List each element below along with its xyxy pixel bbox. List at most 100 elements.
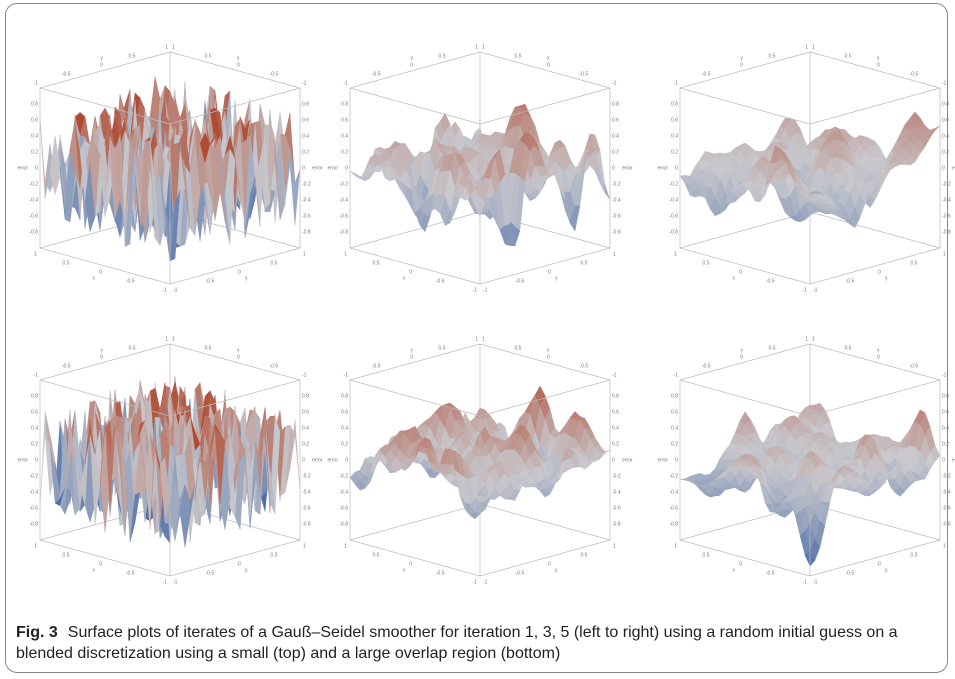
box-edge xyxy=(480,248,610,284)
z-tick-label: -0.6 xyxy=(612,505,621,511)
z-tick-label: -0.2 xyxy=(612,181,621,187)
z-tick-label: 0.8 xyxy=(341,101,348,107)
z-tick-label: 0 xyxy=(942,165,945,171)
z-tick-label: 0.2 xyxy=(942,149,949,155)
x-tick-label: 0 xyxy=(409,269,412,275)
x-tick-label: -1 xyxy=(473,579,478,585)
z-tick-label: -0.4 xyxy=(29,197,38,203)
z-tick-label: -0.4 xyxy=(669,489,678,495)
y-tick-label: 0 xyxy=(878,561,881,567)
x-axis-label: x xyxy=(547,347,550,353)
y-tick-label: 0.5 xyxy=(911,260,918,266)
x-tick-label: 0 xyxy=(409,561,412,567)
x-axis-label: x xyxy=(733,275,736,281)
z-tick-label: -0.4 xyxy=(612,197,621,203)
x-tick-label: 0 xyxy=(877,62,880,68)
x-tick-label: -0.5 xyxy=(436,570,445,576)
box-edge xyxy=(170,540,300,576)
x-tick-label: 0.5 xyxy=(703,260,710,266)
box-edge xyxy=(810,540,940,576)
z-tick-label: 0.4 xyxy=(302,425,309,431)
z-tick-label: -0.8 xyxy=(302,521,311,527)
box-edge xyxy=(810,344,940,380)
x-axis-label: x xyxy=(403,275,406,281)
box-edge xyxy=(480,344,610,380)
z-tick-label: 0.2 xyxy=(612,149,619,155)
x-tick-label: 0 xyxy=(877,354,880,360)
z-tick-label: 0 xyxy=(35,165,38,171)
x-tick-label: -0.5 xyxy=(766,278,775,284)
z-tick-label: -0.8 xyxy=(612,521,621,527)
x-tick-label: 1 xyxy=(172,336,175,342)
y-tick-label: 1 xyxy=(303,251,306,257)
caption-text: Surface plots of iterates of a Gauß–Seid… xyxy=(16,624,898,662)
z-tick-label: 0.8 xyxy=(612,393,619,399)
y-axis-label: y xyxy=(741,55,744,61)
y-axis-label: y xyxy=(555,275,558,281)
x-tick-label: 1 xyxy=(812,44,815,50)
x-tick-label: 1 xyxy=(812,336,815,342)
z-tick-label: 0.6 xyxy=(302,409,309,415)
y-tick-label: 0.5 xyxy=(581,260,588,266)
box-edge xyxy=(680,88,810,124)
y-tick-label: 0.5 xyxy=(581,552,588,558)
z-axis-label: error xyxy=(622,457,633,463)
z-tick-label: 0.6 xyxy=(612,409,619,415)
box-edge xyxy=(680,344,810,380)
z-tick-label: 0.4 xyxy=(612,133,619,139)
z-tick-label: 0.4 xyxy=(671,133,678,139)
z-axis-label: error xyxy=(657,165,668,171)
y-tick-label: -1 xyxy=(34,80,39,86)
y-tick-label: -1 xyxy=(344,80,349,86)
z-tick-label: -0.8 xyxy=(942,229,951,235)
z-tick-label: -0.4 xyxy=(942,197,951,203)
x-tick-label: 0 xyxy=(739,269,742,275)
z-tick-label: -0.8 xyxy=(339,229,348,235)
x-tick-label: -1 xyxy=(612,372,617,378)
x-tick-label: -0.5 xyxy=(580,363,589,369)
y-tick-label: -1 xyxy=(813,579,818,585)
x-tick-label: 0 xyxy=(99,561,102,567)
y-tick-label: -0.5 xyxy=(206,570,215,576)
x-tick-label: 0 xyxy=(547,354,550,360)
surface-panel: 0.80.80.60.60.40.40.20.200-0.2-0.2-0.4-0… xyxy=(17,336,322,585)
z-tick-label: 0 xyxy=(35,457,38,463)
y-tick-label: -0.5 xyxy=(372,363,381,369)
z-tick-label: 0.6 xyxy=(31,409,38,415)
z-tick-label: 0.4 xyxy=(31,425,38,431)
box-edge xyxy=(480,504,610,540)
box-edge xyxy=(40,540,170,576)
z-axis-label: error xyxy=(657,457,668,463)
x-axis-label: x xyxy=(237,55,240,61)
z-tick-label: 0.4 xyxy=(671,425,678,431)
z-axis-label: error xyxy=(17,457,28,463)
y-tick-label: 0.5 xyxy=(911,552,918,558)
x-tick-label: 0 xyxy=(547,62,550,68)
x-tick-label: -1 xyxy=(473,287,478,293)
x-tick-label: -1 xyxy=(163,287,168,293)
y-tick-label: -0.5 xyxy=(846,278,855,284)
y-tick-label: 0.5 xyxy=(769,53,776,59)
z-tick-label: 0.4 xyxy=(612,425,619,431)
y-tick-label: 0 xyxy=(548,561,551,567)
y-tick-label: 0.5 xyxy=(271,260,278,266)
y-tick-label: 0 xyxy=(410,62,413,68)
y-tick-label: 0 xyxy=(878,269,881,275)
z-axis-label: error xyxy=(312,457,323,463)
y-tick-label: -1 xyxy=(483,579,488,585)
z-tick-label: -0.6 xyxy=(29,505,38,511)
z-tick-label: 0.6 xyxy=(341,117,348,123)
x-tick-label: 0.5 xyxy=(703,552,710,558)
x-tick-label: -1 xyxy=(163,579,168,585)
z-tick-label: -0.4 xyxy=(302,197,311,203)
box-edge xyxy=(810,212,940,248)
y-tick-label: 1 xyxy=(805,44,808,50)
box-edge xyxy=(170,344,300,380)
box-edge xyxy=(40,344,170,380)
z-tick-label: 0.2 xyxy=(302,149,309,155)
box-edge xyxy=(350,212,480,248)
z-tick-label: 0 xyxy=(612,457,615,463)
y-axis-label: y xyxy=(411,347,414,353)
x-tick-label: 0.5 xyxy=(205,53,212,59)
y-tick-label: 1 xyxy=(805,336,808,342)
